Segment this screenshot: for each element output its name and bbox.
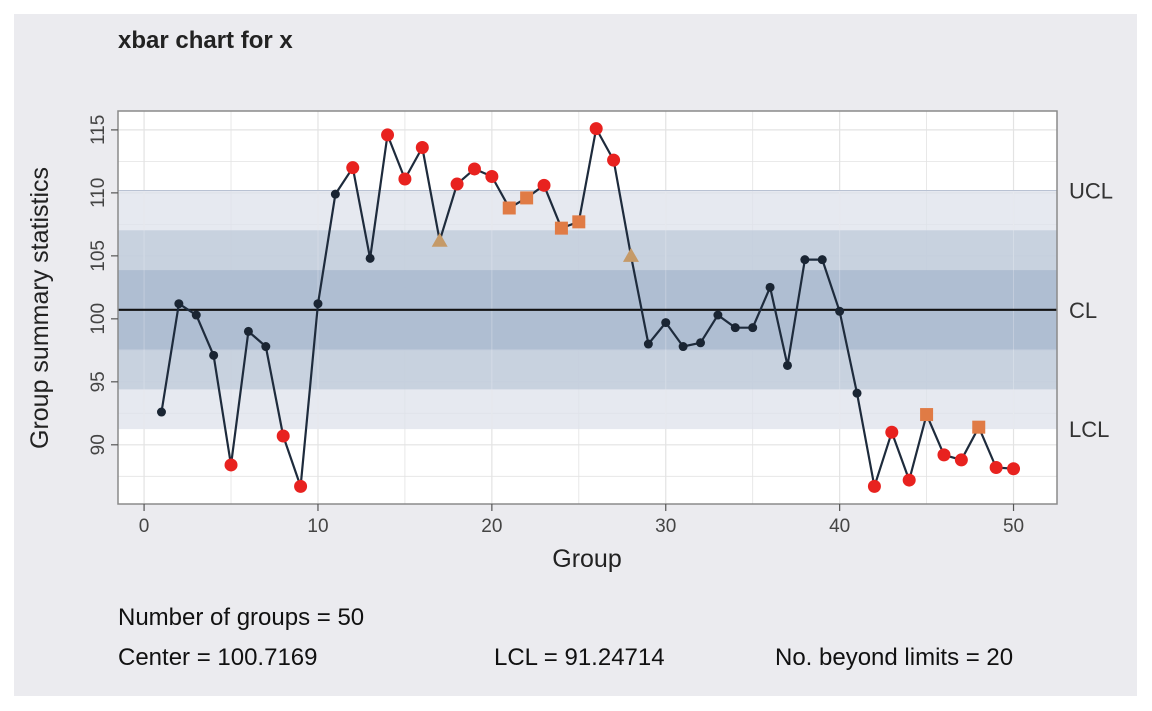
data-point-beyond-limit	[954, 453, 968, 467]
data-point	[261, 342, 271, 352]
data-point	[313, 299, 323, 309]
x-tick-label: 30	[655, 516, 676, 537]
data-point-beyond-limit	[381, 128, 395, 142]
stat-beyond-limits: No. beyond limits = 20	[775, 644, 1014, 671]
plot-frame	[117, 110, 1058, 505]
stat-center: Center = 100.7169	[118, 644, 318, 671]
plot-area: 0 10 20 30 40 50 90 95 100 105 110 115 UCL CL LCL	[88, 110, 1113, 537]
data-point	[852, 388, 862, 398]
data-point	[330, 189, 340, 199]
data-point-beyond-limit	[346, 161, 360, 175]
data-point-beyond-limit	[607, 153, 621, 167]
data-point	[782, 360, 792, 370]
data-point-beyond-limit	[537, 178, 551, 192]
data-point-beyond-limit	[450, 177, 464, 191]
x-tick-label: 10	[307, 516, 328, 537]
limit-label-ucl: UCL	[1069, 178, 1113, 203]
data-point	[209, 350, 219, 360]
y-axis-label: Group summary statistics	[26, 167, 54, 449]
data-point-beyond-limit	[485, 170, 499, 183]
series-line	[160, 127, 1014, 488]
data-point-beyond-limit	[867, 479, 881, 493]
data-point-warning	[622, 247, 639, 262]
data-point	[661, 318, 671, 328]
x-axis-label: Group	[552, 545, 621, 573]
data-point	[174, 299, 184, 309]
data-point	[800, 255, 810, 265]
xbar-chart: xbar chart for x Group summary statistic…	[26, 27, 1113, 573]
x-tick-label: 0	[139, 516, 150, 537]
data-point-beyond-limit	[294, 479, 308, 493]
data-point	[365, 253, 375, 263]
data-point-run-violation	[520, 191, 534, 205]
chart-panel: xbar chart for x Group summary statistic…	[14, 14, 1137, 696]
data-point-run-violation	[972, 420, 986, 434]
data-point-beyond-limit	[989, 460, 1003, 474]
stat-lcl: LCL = 91.24714	[494, 644, 665, 671]
data-point	[243, 326, 253, 336]
data-point-beyond-limit	[398, 172, 412, 186]
data-point-run-violation	[920, 408, 934, 422]
data-point-beyond-limit	[902, 473, 916, 487]
data-point	[156, 407, 166, 417]
data-point-beyond-limit	[1007, 462, 1021, 476]
data-point-beyond-limit	[467, 162, 481, 176]
data-point	[713, 310, 723, 320]
data-point	[696, 338, 706, 348]
data-point-run-violation	[572, 215, 586, 229]
y-tick-label: 110	[88, 178, 109, 208]
data-point-beyond-limit	[415, 141, 429, 155]
data-point	[643, 339, 653, 349]
data-point	[765, 282, 775, 292]
x-tick-label: 40	[829, 516, 850, 537]
data-point-run-violation	[502, 201, 516, 215]
limit-label-lcl: LCL	[1069, 417, 1109, 442]
y-tick-label: 105	[88, 240, 109, 272]
y-tick-label: 95	[88, 371, 109, 392]
chart-title: xbar chart for x	[118, 27, 293, 54]
data-point	[748, 323, 758, 333]
y-tick-label: 90	[88, 434, 109, 455]
data-point-beyond-limit	[224, 458, 238, 472]
data-point-beyond-limit	[589, 122, 603, 136]
y-tick-label: 100	[88, 303, 109, 335]
data-point-beyond-limit	[276, 429, 290, 443]
data-point-beyond-limit	[885, 425, 899, 439]
data-point	[730, 323, 740, 333]
x-tick-label: 50	[1003, 516, 1024, 537]
data-point	[678, 342, 688, 352]
data-point	[835, 306, 845, 316]
stat-groups: Number of groups = 50	[118, 604, 365, 631]
x-tick-label: 20	[481, 516, 502, 537]
limit-label-cl: CL	[1069, 298, 1097, 323]
data-point	[817, 255, 827, 265]
data-point	[191, 310, 201, 320]
data-point-warning	[431, 232, 448, 247]
data-point-beyond-limit	[937, 448, 951, 462]
data-point-run-violation	[554, 221, 568, 235]
y-tick-label: 115	[88, 115, 109, 145]
